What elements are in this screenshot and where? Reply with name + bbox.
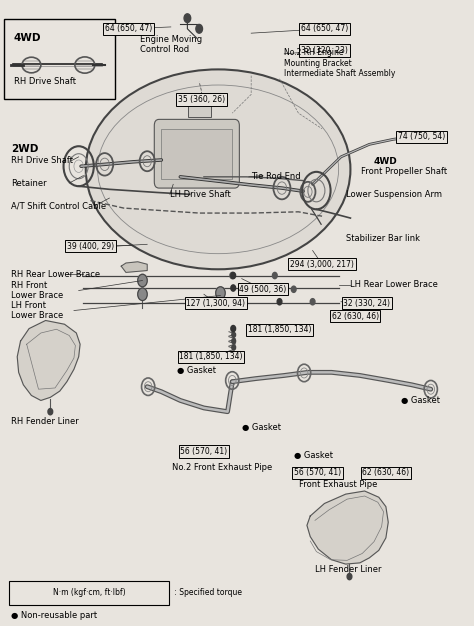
Circle shape (231, 354, 236, 360)
Circle shape (184, 14, 191, 23)
Text: : Specified torque: : Specified torque (172, 588, 242, 597)
Text: 181 (1,850, 134): 181 (1,850, 134) (179, 352, 243, 361)
FancyBboxPatch shape (161, 129, 232, 178)
FancyBboxPatch shape (9, 581, 169, 605)
Text: Front Propeller Shaft: Front Propeller Shaft (361, 167, 447, 177)
Text: 49 (500, 36): 49 (500, 36) (239, 285, 287, 294)
Circle shape (231, 326, 236, 332)
Text: 62 (630, 46): 62 (630, 46) (362, 468, 410, 478)
Circle shape (231, 272, 236, 279)
Circle shape (277, 299, 282, 305)
Text: RH Drive Shaft: RH Drive Shaft (11, 156, 73, 165)
Text: ● Gasket: ● Gasket (294, 451, 333, 460)
FancyBboxPatch shape (188, 93, 211, 117)
Text: 4WD: 4WD (14, 33, 41, 43)
Text: A/T Shift Control Cable: A/T Shift Control Cable (11, 201, 106, 210)
Text: RH Rear Lower Brace: RH Rear Lower Brace (11, 270, 100, 279)
Circle shape (138, 288, 147, 300)
Text: LH Drive Shaft: LH Drive Shaft (170, 190, 231, 199)
Ellipse shape (86, 69, 350, 269)
Text: 127 (1,300, 94): 127 (1,300, 94) (186, 299, 245, 307)
Text: 32 (330, 24): 32 (330, 24) (344, 299, 391, 307)
FancyBboxPatch shape (155, 120, 239, 188)
Text: 64 (650, 47): 64 (650, 47) (301, 24, 348, 33)
Text: LH Rear Lower Brace: LH Rear Lower Brace (350, 280, 438, 289)
Text: 74 (750, 54): 74 (750, 54) (398, 132, 445, 141)
Polygon shape (17, 321, 80, 401)
Circle shape (230, 272, 235, 279)
Text: RH Drive Shaft: RH Drive Shaft (14, 78, 76, 86)
Text: Tie Rod End: Tie Rod End (251, 172, 301, 182)
Text: Lower Suspension Arm: Lower Suspension Arm (346, 190, 442, 199)
Text: ● Non-reusable part: ● Non-reusable part (11, 611, 97, 620)
Text: 181 (1,850, 134): 181 (1,850, 134) (248, 326, 311, 334)
Circle shape (232, 339, 236, 344)
Circle shape (249, 285, 254, 291)
Circle shape (232, 351, 236, 356)
FancyBboxPatch shape (4, 19, 115, 99)
Text: RH Fender Liner: RH Fender Liner (11, 417, 79, 426)
Circle shape (232, 332, 236, 337)
Text: Stabilizer Bar link: Stabilizer Bar link (346, 233, 419, 242)
Text: LH Fender Liner: LH Fender Liner (315, 565, 382, 573)
Circle shape (273, 272, 277, 279)
Text: 32 (320, 23): 32 (320, 23) (301, 46, 348, 55)
Circle shape (231, 285, 236, 291)
Circle shape (231, 299, 236, 305)
Text: LH Front
Lower Brace: LH Front Lower Brace (11, 301, 64, 321)
Circle shape (48, 409, 53, 415)
Circle shape (277, 285, 282, 291)
Circle shape (216, 287, 225, 299)
Text: 39 (400, 29): 39 (400, 29) (67, 242, 114, 250)
Text: ● Gasket: ● Gasket (401, 396, 440, 405)
Text: ● Gasket: ● Gasket (176, 366, 216, 375)
Text: 56 (570, 41): 56 (570, 41) (180, 447, 228, 456)
Text: Engine Moving
Control Rod: Engine Moving Control Rod (140, 34, 202, 54)
Text: No.2 Front Exhaust Pipe: No.2 Front Exhaust Pipe (172, 463, 272, 473)
Text: 64 (650, 47): 64 (650, 47) (105, 24, 152, 33)
Circle shape (292, 286, 296, 292)
Circle shape (310, 299, 315, 305)
Text: N·m (kgf·cm, ft·lbf): N·m (kgf·cm, ft·lbf) (53, 588, 126, 597)
Text: No.2 RH Engine
Mounting Bracket
Intermediate Shaft Assembly: No.2 RH Engine Mounting Bracket Intermed… (284, 48, 396, 78)
Text: Retainer: Retainer (11, 178, 47, 188)
Circle shape (232, 345, 236, 350)
Text: Front Exhaust Pipe: Front Exhaust Pipe (300, 480, 378, 489)
Text: 56 (570, 41): 56 (570, 41) (294, 468, 341, 478)
Polygon shape (121, 262, 147, 272)
Text: 62 (630, 46): 62 (630, 46) (332, 312, 379, 321)
Text: RH Front
Lower Brace: RH Front Lower Brace (11, 281, 64, 300)
Circle shape (347, 573, 352, 580)
Circle shape (277, 326, 282, 332)
Text: 294 (3,000, 217): 294 (3,000, 217) (290, 260, 354, 269)
Text: 4WD: 4WD (373, 157, 397, 167)
Text: ● Gasket: ● Gasket (242, 423, 281, 433)
Circle shape (196, 24, 202, 33)
Text: 35 (360, 26): 35 (360, 26) (178, 95, 225, 104)
Circle shape (138, 274, 147, 287)
Polygon shape (307, 491, 388, 564)
Text: 2WD: 2WD (11, 145, 38, 155)
